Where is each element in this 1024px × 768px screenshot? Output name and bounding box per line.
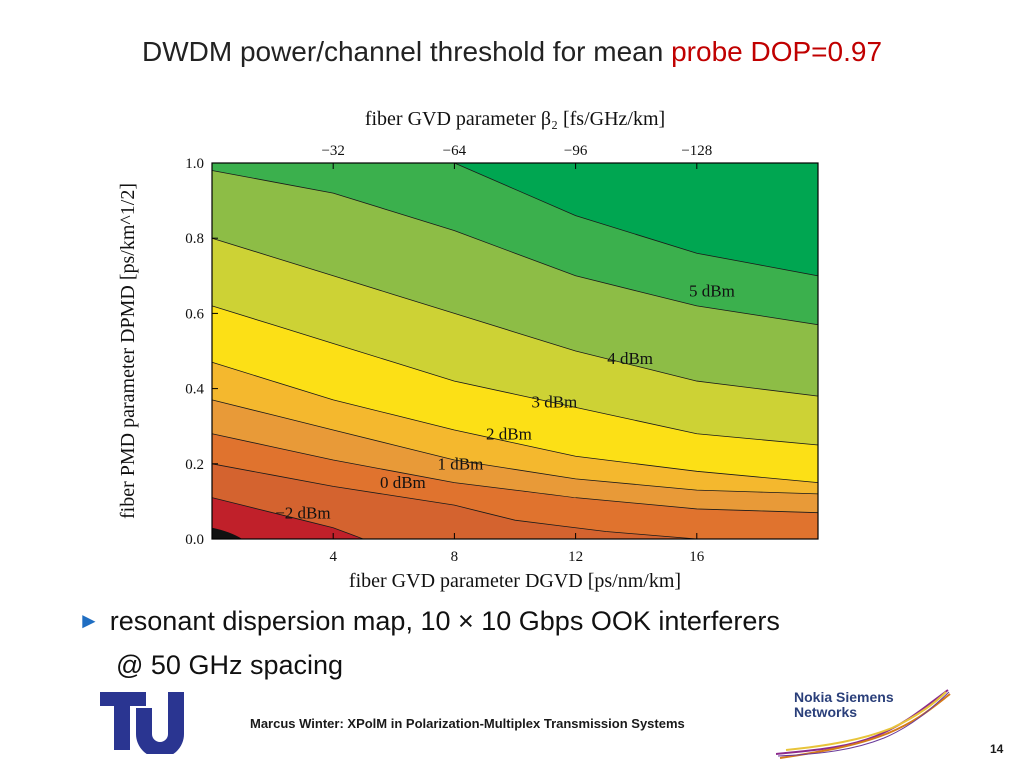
nsn-line2: Networks bbox=[794, 704, 858, 720]
contour-label: 1 dBm bbox=[438, 454, 484, 473]
contour-band bbox=[211, 463, 818, 540]
contour-region-min bbox=[212, 527, 243, 539]
y-tick-label: 1.0 bbox=[185, 156, 204, 172]
bullet-line1: resonant dispersion map, 10 × 10 Gbps OO… bbox=[109, 606, 780, 636]
plot-frame bbox=[211, 162, 819, 540]
top-tick-label: −64 bbox=[443, 143, 467, 159]
slide-title: DWDM power/channel threshold for mean pr… bbox=[0, 36, 1024, 68]
title-highlight: probe DOP=0.97 bbox=[671, 36, 883, 67]
top-tick-label: −32 bbox=[321, 143, 344, 159]
contour-label: 2 dBm bbox=[486, 424, 532, 443]
x-tick-label: 12 bbox=[568, 549, 583, 565]
bullet-line2: @ 50 GHz spacing bbox=[116, 650, 344, 680]
y-tick-label: 0.2 bbox=[185, 457, 204, 473]
y-tick-label: 0.4 bbox=[185, 382, 204, 398]
bullet-arrow-icon: ► bbox=[78, 608, 100, 633]
contour-label: −2 dBm bbox=[275, 503, 330, 522]
y-tick-label: 0.6 bbox=[185, 306, 204, 322]
tu-logo-text: berlin bbox=[185, 714, 197, 744]
top-axis-label: fiber GVD parameter β₂ [fs/GHz/km] bbox=[365, 108, 665, 130]
contour-label: 5 dBm bbox=[689, 281, 735, 300]
contour-label: 4 dBm bbox=[607, 349, 653, 368]
top-tick-label: −96 bbox=[564, 143, 588, 159]
x-tick-label: 16 bbox=[689, 549, 705, 565]
page-number: 14 bbox=[990, 742, 1004, 756]
y-tick-label: 0.8 bbox=[185, 231, 204, 247]
contour-label: 3 dBm bbox=[531, 392, 577, 411]
title-main: DWDM power/channel threshold for mean bbox=[141, 36, 672, 67]
nokia-siemens-wave-logo bbox=[776, 689, 951, 759]
tu-berlin-logo: berlin bbox=[100, 692, 197, 754]
y-axis-label: fiber PMD parameter DPMD [ps/km^1/2] bbox=[117, 183, 139, 519]
y-tick-label: 0.0 bbox=[185, 532, 204, 548]
top-tick-label: −128 bbox=[681, 143, 712, 159]
contour-label: 0 dBm bbox=[380, 473, 426, 492]
bullet-point: ► resonant dispersion map, 10 × 10 Gbps O… bbox=[78, 600, 780, 686]
x-tick-label: 4 bbox=[329, 549, 337, 565]
x-axis-label: fiber GVD parameter DGVD [ps/nm/km] bbox=[349, 570, 681, 592]
x-tick-label: 8 bbox=[451, 549, 459, 565]
contour-band bbox=[211, 497, 818, 540]
footer-text: Marcus Winter: XPolM in Polarization-Mul… bbox=[250, 716, 685, 731]
nsn-line1: Nokia Siemens bbox=[794, 689, 894, 705]
nsn-logo-text: Nokia Siemens Networks bbox=[794, 690, 894, 720]
